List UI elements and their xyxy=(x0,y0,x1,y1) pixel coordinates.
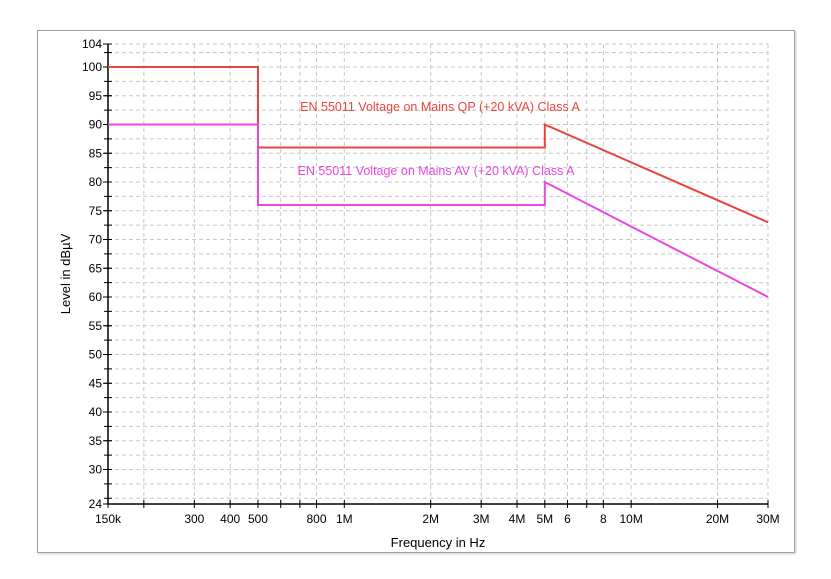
x-tick-label: 300 xyxy=(184,512,204,526)
x-tick-label: 5M xyxy=(536,512,553,526)
y-tick-label: 40 xyxy=(89,405,103,419)
x-axis-label: Frequency in Hz xyxy=(391,535,486,550)
series-label-qp: EN 55011 Voltage on Mains QP (+20 kVA) C… xyxy=(300,100,580,114)
y-tick-label: 60 xyxy=(89,290,103,304)
limit-line-qp xyxy=(108,66,769,224)
chart-frame xyxy=(37,30,795,553)
x-tick-label: 8 xyxy=(600,512,607,526)
y-tick-label: 45 xyxy=(89,376,103,390)
y-tick-label: 65 xyxy=(89,261,103,275)
y-tick-label: 75 xyxy=(89,204,103,218)
x-tick-label: 800 xyxy=(307,512,327,526)
series-label-av: EN 55011 Voltage on Mains AV (+20 kVA) C… xyxy=(298,164,576,178)
x-tick-label: 20M xyxy=(706,512,729,526)
x-tick-label: 3M xyxy=(473,512,490,526)
x-tick-label: 500 xyxy=(248,512,268,526)
x-tick-label: 4M xyxy=(509,512,526,526)
y-tick-label: 55 xyxy=(89,319,103,333)
y-tick-label: 85 xyxy=(89,146,103,160)
y-tick-label: 90 xyxy=(89,118,103,132)
limit-line-av xyxy=(108,123,769,298)
y-tick-label: 100 xyxy=(82,60,102,74)
x-tick-label: 6 xyxy=(564,512,571,526)
y-tick-label: 80 xyxy=(89,175,103,189)
x-tick-label: 30M xyxy=(756,512,779,526)
y-tick-label: 70 xyxy=(89,233,103,247)
y-tick-label: 35 xyxy=(89,434,103,448)
x-tick-label: 400 xyxy=(220,512,240,526)
y-tick-label: 95 xyxy=(89,89,103,103)
y-tick-label: 50 xyxy=(89,348,103,362)
y-tick-label: 30 xyxy=(89,463,103,477)
y-axis-label: Level in dBµV xyxy=(58,233,73,314)
x-tick-label: 1M xyxy=(336,512,353,526)
y-tick-label: 24 xyxy=(89,497,103,511)
x-tick-label: 2M xyxy=(422,512,439,526)
x-tick-label: 150k xyxy=(95,512,122,526)
y-tick-label: 104 xyxy=(82,37,102,51)
x-tick-label: 10M xyxy=(619,512,642,526)
